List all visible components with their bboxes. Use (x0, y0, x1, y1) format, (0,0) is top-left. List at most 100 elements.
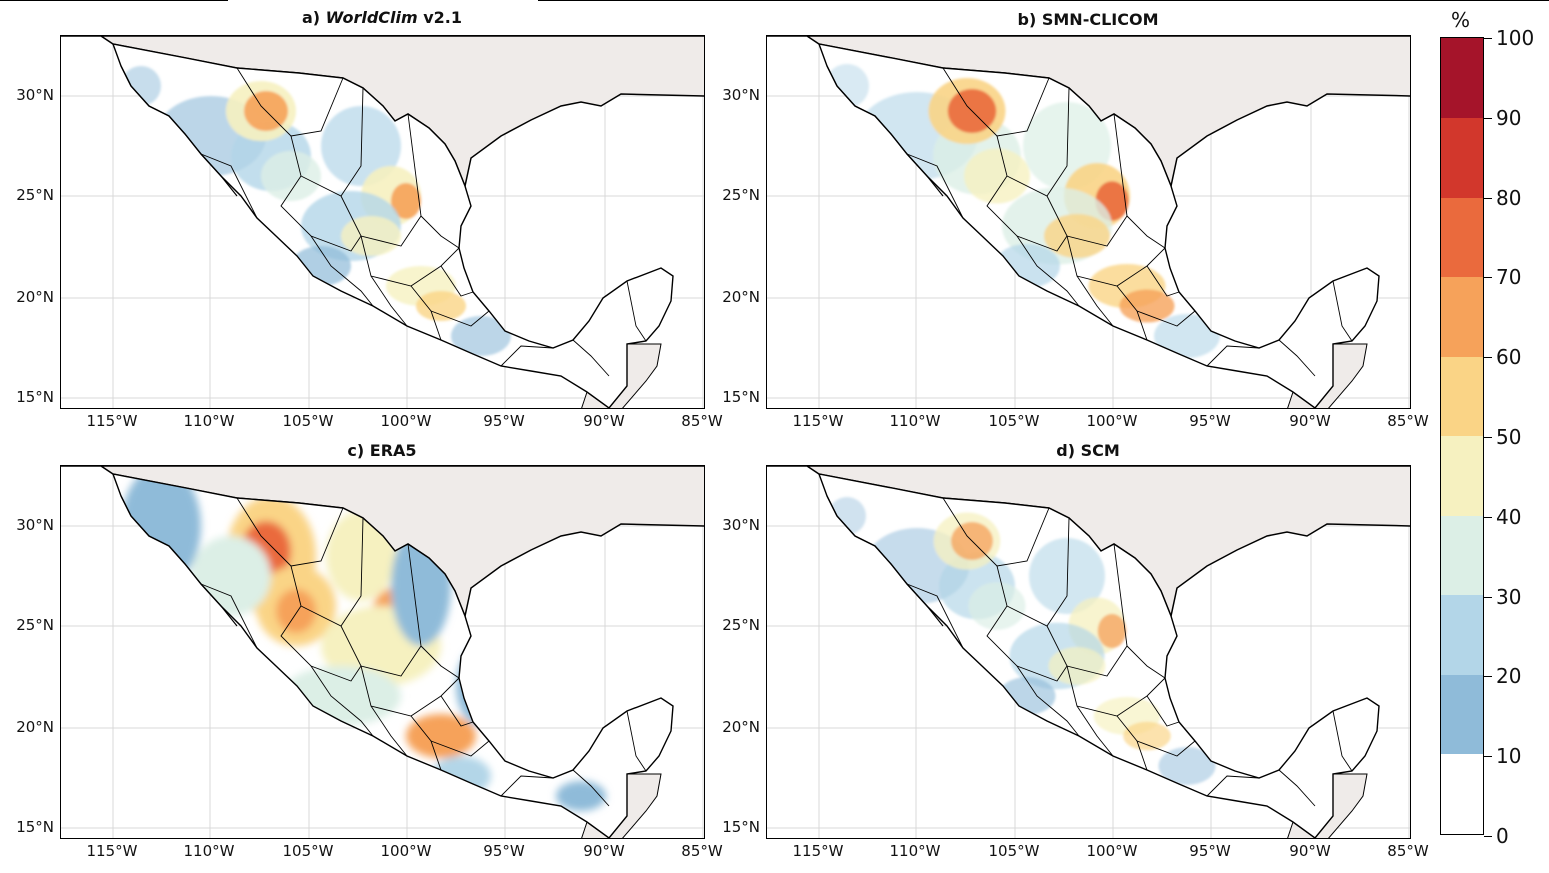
colorbar-segment (1441, 38, 1483, 118)
precip-patch (121, 66, 161, 106)
colorbar-tick-label: 60 (1496, 345, 1522, 370)
lat-label: 20°N (722, 718, 760, 736)
precip-field (121, 66, 511, 356)
lat-label: 15°N (16, 818, 54, 836)
colorbar-tick-label: 70 (1496, 265, 1522, 290)
lat-label: 20°N (16, 288, 54, 306)
lon-label: 105°W (282, 412, 334, 430)
state-border (1136, 740, 1196, 757)
colorbar-tick-label: 80 (1496, 185, 1522, 210)
colorbar-segment (1441, 753, 1483, 834)
lon-label: 95°W (1189, 412, 1231, 430)
precip-patch (1029, 538, 1105, 614)
lat-label: 25°N (722, 186, 760, 204)
precip-patch (276, 589, 316, 633)
state-border (200, 583, 258, 649)
lon-label: 85°W (1387, 842, 1429, 860)
precip-patch (321, 106, 401, 186)
state-border (370, 275, 408, 327)
map-svg (767, 466, 1410, 838)
lat-label: 25°N (16, 616, 54, 634)
gulf-of-california-coast (120, 65, 238, 197)
lat-label: 25°N (16, 186, 54, 204)
lat-label: 25°N (722, 616, 760, 634)
lon-label: 110°W (183, 842, 235, 860)
panel-title-d: d) SCM (1056, 441, 1120, 460)
lon-label: 85°W (1387, 412, 1429, 430)
state-border (340, 113, 422, 247)
state-border (1278, 769, 1316, 807)
precip-patch (1154, 314, 1220, 358)
state-border (440, 265, 474, 297)
lon-label: 85°W (681, 412, 723, 430)
precip-patch (1119, 289, 1175, 323)
colorbar-tick (1484, 676, 1492, 678)
colorbar-tick-label: 10 (1496, 744, 1522, 769)
precip-patch (456, 646, 506, 726)
state-border (906, 153, 964, 219)
precip-patch (1044, 214, 1110, 258)
lat-label: 20°N (722, 288, 760, 306)
colorbar (1440, 37, 1484, 835)
lat-label: 15°N (722, 388, 760, 406)
lon-label: 95°W (1189, 842, 1231, 860)
precip-patch (1048, 647, 1106, 685)
colorbar-segment (1441, 197, 1483, 277)
lon-label: 95°W (483, 842, 525, 860)
lon-label: 115°W (86, 842, 138, 860)
precip-patch (1158, 747, 1216, 785)
colorbar-segment (1441, 435, 1483, 516)
precip-patch (964, 148, 1030, 204)
colorbar-tick (1484, 437, 1492, 438)
colorbar-tick (1484, 277, 1492, 279)
state-border (440, 695, 474, 727)
colorbar-tick (1484, 516, 1492, 518)
state-border (1206, 775, 1260, 797)
lon-label: 105°W (282, 842, 334, 860)
panel-title-c: c) ERA5 (347, 441, 417, 460)
precip-patch (191, 536, 271, 616)
colorbar-tick-label: 90 (1496, 105, 1522, 130)
precip-patch (416, 291, 466, 321)
lat-label: 30°N (722, 86, 760, 104)
colorbar-tick (1484, 756, 1492, 758)
state-border (1076, 705, 1114, 757)
colorbar-tick (1484, 596, 1492, 598)
colorbar-tick-label: 30 (1496, 584, 1522, 609)
precip-patch (998, 677, 1056, 715)
colorbar-tick-label: 20 (1496, 664, 1522, 689)
lon-label: 90°W (583, 412, 625, 430)
precip-patch (431, 756, 491, 796)
state-border (1076, 275, 1114, 327)
top-rule-right (538, 0, 1549, 1)
mexico-coastline (111, 43, 674, 408)
lon-label: 85°W (681, 842, 723, 860)
state-border (572, 339, 610, 377)
gulf-of-california-coast (826, 65, 944, 197)
state-border (572, 769, 610, 807)
state-border (1126, 215, 1166, 249)
lat-label: 30°N (16, 86, 54, 104)
map-svg (767, 36, 1410, 408)
precip-patch (825, 64, 869, 108)
lon-label: 115°W (792, 842, 844, 860)
colorbar-segment (1441, 117, 1483, 198)
lon-label: 105°W (988, 412, 1040, 430)
precip-patch (828, 497, 866, 535)
lon-label: 115°W (86, 412, 138, 430)
map-panel-b (766, 35, 1411, 409)
panel-title-b: b) SMN-CLICOM (1017, 10, 1159, 29)
state-border (420, 645, 460, 679)
precip-patch (968, 582, 1026, 630)
lon-label: 90°W (1289, 412, 1331, 430)
state-border (1136, 310, 1196, 327)
colorbar-tick-label: 50 (1496, 425, 1522, 449)
colorbar-tick (1484, 836, 1492, 837)
state-border (420, 215, 460, 249)
map-panel-a (60, 35, 705, 409)
precip-patch (341, 216, 401, 256)
colorbar-tick (1484, 357, 1492, 359)
state-border (1278, 339, 1316, 377)
precip-patch (556, 781, 606, 811)
gulf-of-california-coast (826, 495, 944, 627)
